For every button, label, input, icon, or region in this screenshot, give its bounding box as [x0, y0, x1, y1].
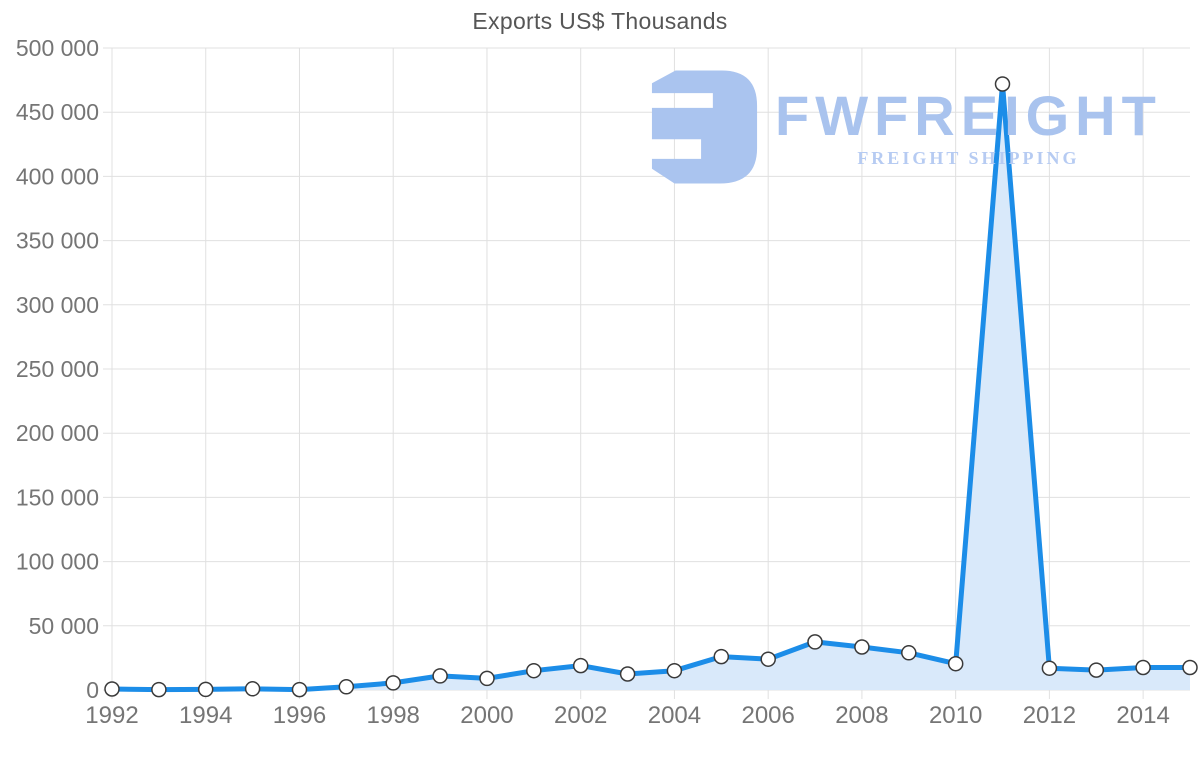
data-point-2006[interactable] [760, 651, 776, 667]
chart-title: Exports US$ Thousands [472, 8, 728, 34]
x-axis-tick-label: 2004 [648, 702, 701, 729]
data-point-2009[interactable] [901, 645, 917, 661]
data-point-2011[interactable] [994, 76, 1011, 92]
data-point-2000[interactable] [479, 670, 495, 687]
y-axis-tick-label: 200 000 [16, 420, 99, 446]
y-axis-tick-label: 100 000 [16, 549, 99, 575]
x-axis-tick-label: 2014 [1116, 702, 1169, 729]
data-point-1999[interactable] [432, 668, 448, 684]
data-point-2015[interactable] [1182, 659, 1198, 676]
y-axis-tick-label: 150 000 [16, 484, 99, 510]
data-point-1995[interactable] [244, 681, 261, 697]
watermark-tagline: FREIGHT SHIPPING [857, 147, 1080, 168]
x-axis-tick-label: 2010 [929, 702, 982, 729]
y-axis-tick-label: 450 000 [16, 99, 99, 125]
data-point-2002[interactable] [572, 657, 589, 674]
y-axis-tick-label: 350 000 [16, 228, 99, 254]
data-point-2013[interactable] [1088, 662, 1105, 678]
fwfreight-watermark: FWFREIGHT FREIGHT SHIPPING [649, 66, 1162, 185]
x-axis-tick-label: 1996 [273, 702, 326, 729]
y-axis-tick-label: 250 000 [16, 356, 99, 382]
data-point-1996[interactable] [291, 681, 308, 698]
data-point-1992[interactable] [104, 681, 120, 697]
data-point-2003[interactable] [619, 666, 636, 682]
data-point-1994[interactable] [197, 681, 214, 698]
x-axis-tick-label: 2012 [1023, 702, 1076, 729]
x-axis-tick-label: 1994 [179, 702, 232, 729]
x-axis-tick-label: 2000 [460, 702, 513, 729]
data-point-1997[interactable] [338, 679, 355, 695]
x-axis-tick-label: 1998 [367, 702, 420, 729]
x-axis-tick-label: 1992 [85, 702, 138, 729]
data-point-1993[interactable] [151, 681, 167, 698]
x-axis-tick-label: 2008 [835, 702, 888, 729]
y-axis-tick-label: 500 000 [16, 35, 99, 61]
data-point-2010[interactable] [947, 655, 964, 672]
watermark-text-block: FWFREIGHT FREIGHT SHIPPING [775, 83, 1162, 171]
data-point-2001[interactable] [526, 662, 542, 679]
y-axis-tick-label: 300 000 [16, 292, 99, 318]
data-point-2012[interactable] [1041, 660, 1058, 676]
series-line [109, 81, 1193, 693]
data-point-2005[interactable] [713, 648, 730, 665]
data-point-2007[interactable] [807, 634, 823, 650]
y-axis-tick-label: 50 000 [29, 613, 99, 639]
data-point-2014[interactable] [1135, 659, 1151, 676]
watermark-brand: FWFREIGHT [775, 83, 1162, 147]
y-axis-tick-label: 0 [86, 677, 99, 703]
data-point-2008[interactable] [854, 639, 870, 655]
fwfreight-logo-icon [651, 70, 758, 184]
x-axis-tick-label: 2002 [554, 702, 607, 729]
y-axis-tick-label: 400 000 [16, 163, 99, 189]
data-point-2004[interactable] [666, 662, 683, 679]
x-axis-tick-label: 2006 [741, 702, 794, 729]
data-point-1998[interactable] [385, 675, 401, 691]
